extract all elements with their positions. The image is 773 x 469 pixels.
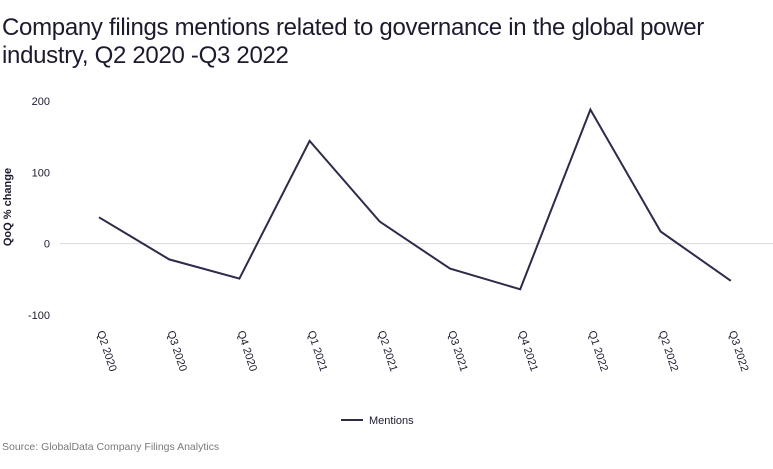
x-tick-label: Q3 2021 [445, 329, 469, 373]
y-tick-label: 200 [32, 96, 50, 108]
y-tick-label: 0 [44, 239, 50, 251]
x-tick-label: Q3 2022 [726, 329, 750, 373]
x-tick-label: Q3 2020 [164, 329, 188, 373]
x-tick-label: Q2 2021 [375, 329, 399, 373]
x-tick-label: Q2 2020 [94, 329, 118, 373]
legend: Mentions [341, 415, 414, 427]
series-line-mentions [98, 107, 732, 291]
y-tick-label: 100 [32, 167, 50, 179]
x-tick-label: Q4 2021 [515, 329, 539, 373]
legend-label: Mentions [369, 415, 414, 427]
chart-title: Company filings mentions related to gove… [2, 14, 704, 69]
y-axis-title: QoQ % change [2, 168, 14, 246]
x-tick-label: Q4 2020 [235, 329, 259, 373]
x-tick-label: Q1 2021 [305, 329, 329, 373]
x-tick-label: Q2 2022 [656, 329, 680, 373]
x-tick-label: Q1 2022 [586, 329, 610, 373]
y-tick-label: -100 [28, 310, 50, 322]
source-note: Source: GlobalData Company Filings Analy… [2, 441, 220, 453]
